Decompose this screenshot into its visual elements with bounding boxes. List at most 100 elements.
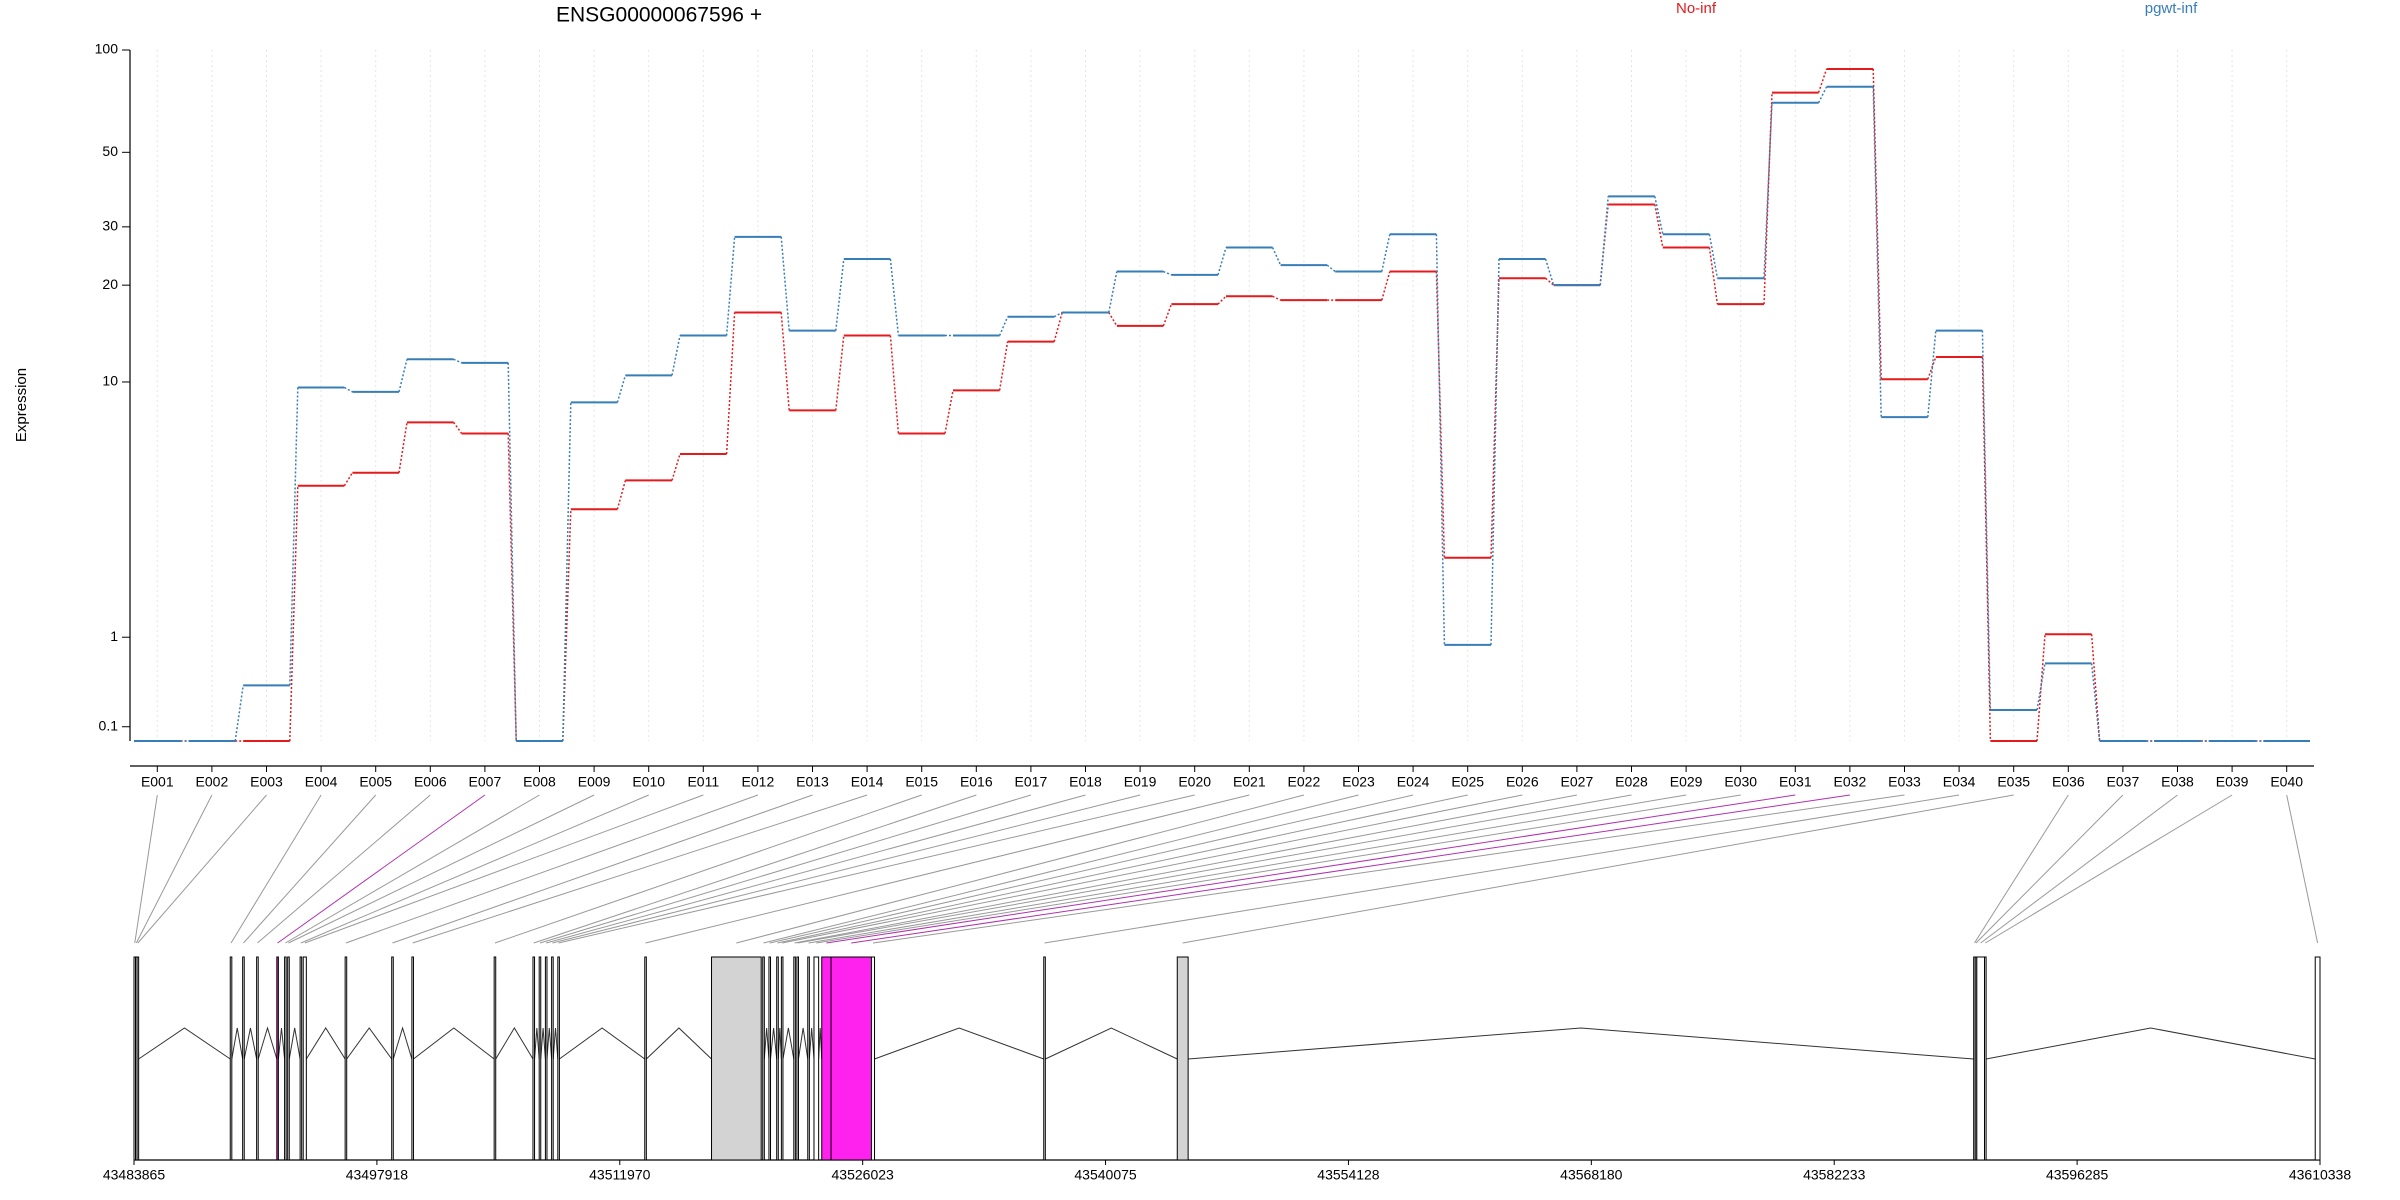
x-tick-label: E006 <box>414 774 447 790</box>
intron <box>1188 1027 1974 1060</box>
exon-connector <box>763 794 1359 944</box>
x-tick-label: E035 <box>1997 774 2030 790</box>
segment-connector <box>289 387 299 686</box>
genomic-tick-label: 43596285 <box>2046 1167 2109 1183</box>
x-tick-label: E037 <box>2107 774 2140 790</box>
segment-connector <box>1981 330 1992 711</box>
exon-connector <box>794 794 1577 944</box>
x-tick-label: E016 <box>960 774 993 790</box>
x-tick-label: E002 <box>196 774 229 790</box>
segment-connector <box>1544 258 1555 286</box>
genomic-tick-label: 43483865 <box>103 1167 166 1183</box>
exon-connector <box>872 794 1905 944</box>
y-tick-label: 50 <box>102 143 118 159</box>
exon-connector <box>137 794 267 944</box>
segment-connector <box>1108 312 1118 327</box>
intron <box>413 1027 495 1060</box>
x-tick-label: E028 <box>1615 774 1648 790</box>
x-tick-label: E018 <box>1069 774 1102 790</box>
segment-connector <box>1708 247 1719 305</box>
segment-connector <box>1599 196 1609 286</box>
segment-connector <box>835 335 845 411</box>
segment-connector <box>889 335 900 434</box>
exon <box>391 956 394 1161</box>
x-tick-label: E034 <box>1943 774 1976 790</box>
x-tick-label: E022 <box>1288 774 1321 790</box>
exon-connector <box>645 794 1250 944</box>
exon <box>136 956 140 1161</box>
intron <box>552 1027 559 1060</box>
genomic-tick-label: 43497918 <box>346 1167 409 1183</box>
exon <box>276 956 279 1161</box>
segment-connector <box>453 358 462 364</box>
segment-connector <box>1654 204 1664 248</box>
intron <box>818 1027 823 1060</box>
exon <box>807 956 810 1161</box>
segment-connector <box>507 362 517 742</box>
intron <box>546 1027 553 1060</box>
segment-connector <box>1435 234 1446 645</box>
exon <box>287 956 290 1161</box>
x-tick-label: E020 <box>1178 774 1211 790</box>
segment-connector <box>1162 303 1173 327</box>
segment-connector <box>1053 312 1063 342</box>
exon <box>780 956 784 1161</box>
intron <box>243 1027 258 1060</box>
intron <box>392 1026 413 1060</box>
x-tick-label: E038 <box>2161 774 2194 790</box>
x-tick-label: E013 <box>796 774 829 790</box>
segment-connector <box>1108 271 1118 313</box>
intron <box>346 1027 393 1060</box>
x-tick-label: E011 <box>687 774 719 790</box>
exon-connector <box>816 794 1741 944</box>
exon-connector <box>300 794 649 944</box>
intron <box>231 1027 244 1060</box>
exon <box>1976 956 1986 1161</box>
exon-connector <box>546 794 1086 944</box>
x-tick-label: E003 <box>250 774 283 790</box>
segment-connector <box>1217 247 1227 276</box>
exon-connector <box>243 794 377 944</box>
segment-connector <box>725 236 736 336</box>
intron <box>808 1027 815 1060</box>
genomic-tick-label: 43511970 <box>589 1167 650 1183</box>
exon <box>229 956 233 1161</box>
segment-connector <box>1163 270 1172 276</box>
exon <box>821 956 832 1161</box>
exon-connector <box>288 794 595 944</box>
exon-connector <box>285 794 540 944</box>
x-tick-label: E031 <box>1779 774 1812 790</box>
legend-entry: No-inf <box>1676 0 1717 17</box>
segment-connector <box>2090 663 2101 742</box>
x-tick-label: E024 <box>1397 774 1430 790</box>
segment-connector <box>344 386 353 393</box>
segment-connector <box>998 341 1009 391</box>
segment-connector <box>616 375 627 403</box>
segment-connector <box>944 390 954 434</box>
x-tick-label: E009 <box>578 774 611 790</box>
exon <box>299 956 303 1161</box>
exon-connector <box>558 794 1195 944</box>
segment-connector <box>2036 634 2046 742</box>
y-tick-label: 20 <box>102 276 118 292</box>
exon-connector <box>1044 794 1960 944</box>
exon <box>493 956 497 1161</box>
exon-connector <box>797 794 1632 944</box>
exon-connector <box>494 794 922 944</box>
segment-connector <box>780 312 790 411</box>
exon-connector <box>134 794 158 944</box>
segment-connector <box>1271 247 1282 266</box>
intron <box>770 1027 778 1060</box>
segment-connector <box>671 335 681 376</box>
x-tick-label: E005 <box>359 774 392 790</box>
exon <box>551 956 554 1161</box>
exon <box>644 956 647 1161</box>
intron <box>874 1027 1044 1060</box>
exon-connector <box>808 794 1687 944</box>
segment-connector <box>562 402 572 742</box>
exon-connector <box>277 794 486 944</box>
intron <box>777 1027 782 1060</box>
intron <box>288 1027 301 1060</box>
segment-connector <box>398 359 408 392</box>
segment-connector <box>671 453 681 481</box>
